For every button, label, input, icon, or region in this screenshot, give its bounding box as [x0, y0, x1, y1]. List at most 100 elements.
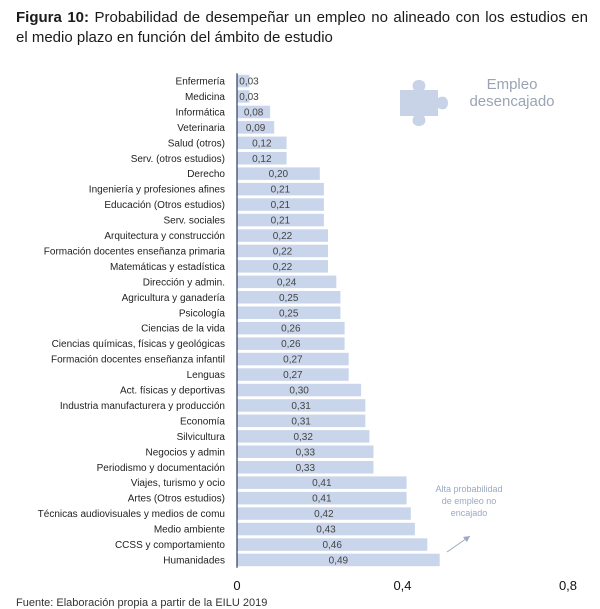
value-label: 0,33 [296, 447, 316, 458]
annotation-line-3: encajado [451, 508, 488, 518]
value-labels-layer: 0,03 0,03 0,08 0,09 0,12 0,12 0,20 0,21 0,21 0,21… [239, 77, 348, 567]
x-tick-labels-layer: 0 0,4 0,8 [233, 578, 577, 593]
value-label: 0,46 [322, 540, 342, 551]
bar [237, 213, 324, 227]
value-label: 0,22 [273, 246, 293, 257]
bar [237, 74, 250, 88]
value-label: 0,03 [239, 77, 259, 88]
category-label: Ciencias químicas, físicas y geológicas [52, 339, 225, 350]
category-label: Serv. sociales [163, 216, 225, 227]
bar [237, 399, 366, 412]
bar [237, 337, 345, 350]
bar [237, 152, 287, 165]
source-note: Fuente: Elaboración propia a partir de l… [16, 597, 268, 609]
puzzle-piece-icon [400, 80, 448, 126]
bar [237, 198, 324, 211]
value-label: 0,03 [239, 92, 259, 103]
value-label: 0,26 [281, 324, 301, 335]
bar [237, 352, 349, 366]
category-label: Enfermería [176, 77, 226, 88]
annotation-line-2: de empleo no [442, 496, 497, 506]
category-label: Educación (Otros estudios) [104, 200, 225, 211]
category-label: Matemáticas y estadística [110, 262, 225, 273]
category-label: Formación docentes enseñanza infantil [51, 355, 225, 366]
bar [237, 291, 341, 304]
bars-layer [237, 74, 440, 567]
annotation-line-1: Alta probabilidad [435, 484, 502, 494]
category-label: Ciencias de la vida [141, 324, 225, 335]
bar [237, 244, 328, 258]
value-label: 0,21 [271, 200, 291, 211]
value-label: 0,31 [291, 416, 311, 427]
bar [237, 491, 407, 505]
category-label: Medicina [185, 92, 225, 103]
bar [237, 538, 428, 551]
bar [237, 105, 271, 119]
bar [237, 368, 349, 381]
value-label: 0,20 [269, 169, 289, 180]
value-label: 0,09 [246, 123, 266, 134]
category-label: Dirección y admin. [143, 277, 225, 288]
value-label: 0,26 [281, 339, 301, 350]
category-label: Silvicultura [177, 432, 226, 443]
x-tick-label: 0,4 [393, 578, 411, 593]
bar [237, 136, 287, 150]
value-label: 0,21 [271, 185, 291, 196]
x-tick-label: 0 [233, 578, 240, 593]
legend-line-2: desencajado [469, 93, 554, 110]
bar [237, 430, 370, 443]
bar [237, 476, 407, 489]
bar [237, 507, 411, 520]
value-label: 0,41 [312, 478, 332, 489]
bar [237, 321, 345, 335]
legend: Empleo desencajado [400, 76, 555, 126]
bar [237, 121, 275, 134]
bar [237, 182, 324, 196]
figure-caption: Probabilidad de desempeñar un empleo no … [16, 9, 588, 46]
category-label: Serv. (otros estudios) [131, 154, 225, 165]
category-label: CCSS y comportamiento [115, 540, 225, 551]
value-label: 0,49 [329, 556, 349, 567]
arrow-up-right-icon [446, 535, 471, 553]
legend-line-1: Empleo [487, 76, 538, 93]
annotation: Alta probabilidad de empleo no encajado [435, 484, 503, 553]
value-label: 0,32 [293, 432, 313, 443]
value-label: 0,22 [273, 262, 293, 273]
bar [237, 167, 320, 180]
category-label: Informática [176, 107, 226, 118]
category-label: Negocios y admin [146, 447, 225, 458]
value-label: 0,08 [244, 107, 264, 118]
bar [237, 275, 337, 289]
category-label: Arquitectura y construcción [104, 231, 225, 242]
bar [237, 90, 250, 103]
bar [237, 306, 341, 319]
category-label: Ingeniería y profesiones afines [89, 185, 225, 196]
category-label: Psicología [179, 308, 226, 319]
value-label: 0,31 [291, 401, 311, 412]
bar [237, 445, 374, 458]
bar [237, 260, 328, 273]
category-label: Economía [180, 416, 225, 427]
category-labels-layer: Enfermería Medicina Informática Veterinaria… [38, 77, 226, 567]
value-label: 0,25 [279, 308, 299, 319]
category-label: Formación docentes enseñanza primaria [44, 246, 226, 257]
category-label: Humanidades [163, 556, 225, 567]
value-label: 0,41 [312, 494, 332, 505]
value-label: 0,24 [277, 277, 297, 288]
category-label: Periodismo y documentación [97, 463, 225, 474]
value-label: 0,33 [296, 463, 316, 474]
x-tick-label: 0,8 [559, 578, 577, 593]
category-label: Agricultura y ganadería [122, 293, 226, 304]
bar [237, 553, 440, 567]
category-label: Industria manufacturera y producción [60, 401, 225, 412]
category-label: Viajes, turismo y ocio [131, 478, 226, 489]
figure-title: Figura 10: Probabilidad de desempeñar un… [16, 8, 588, 48]
value-label: 0,12 [252, 138, 272, 149]
bar [237, 522, 415, 536]
value-label: 0,12 [252, 154, 272, 165]
value-label: 0,27 [283, 355, 303, 366]
value-label: 0,25 [279, 293, 299, 304]
category-label: Técnicas audiovisuales y medios de comu [38, 509, 225, 520]
value-label: 0,30 [289, 386, 309, 397]
